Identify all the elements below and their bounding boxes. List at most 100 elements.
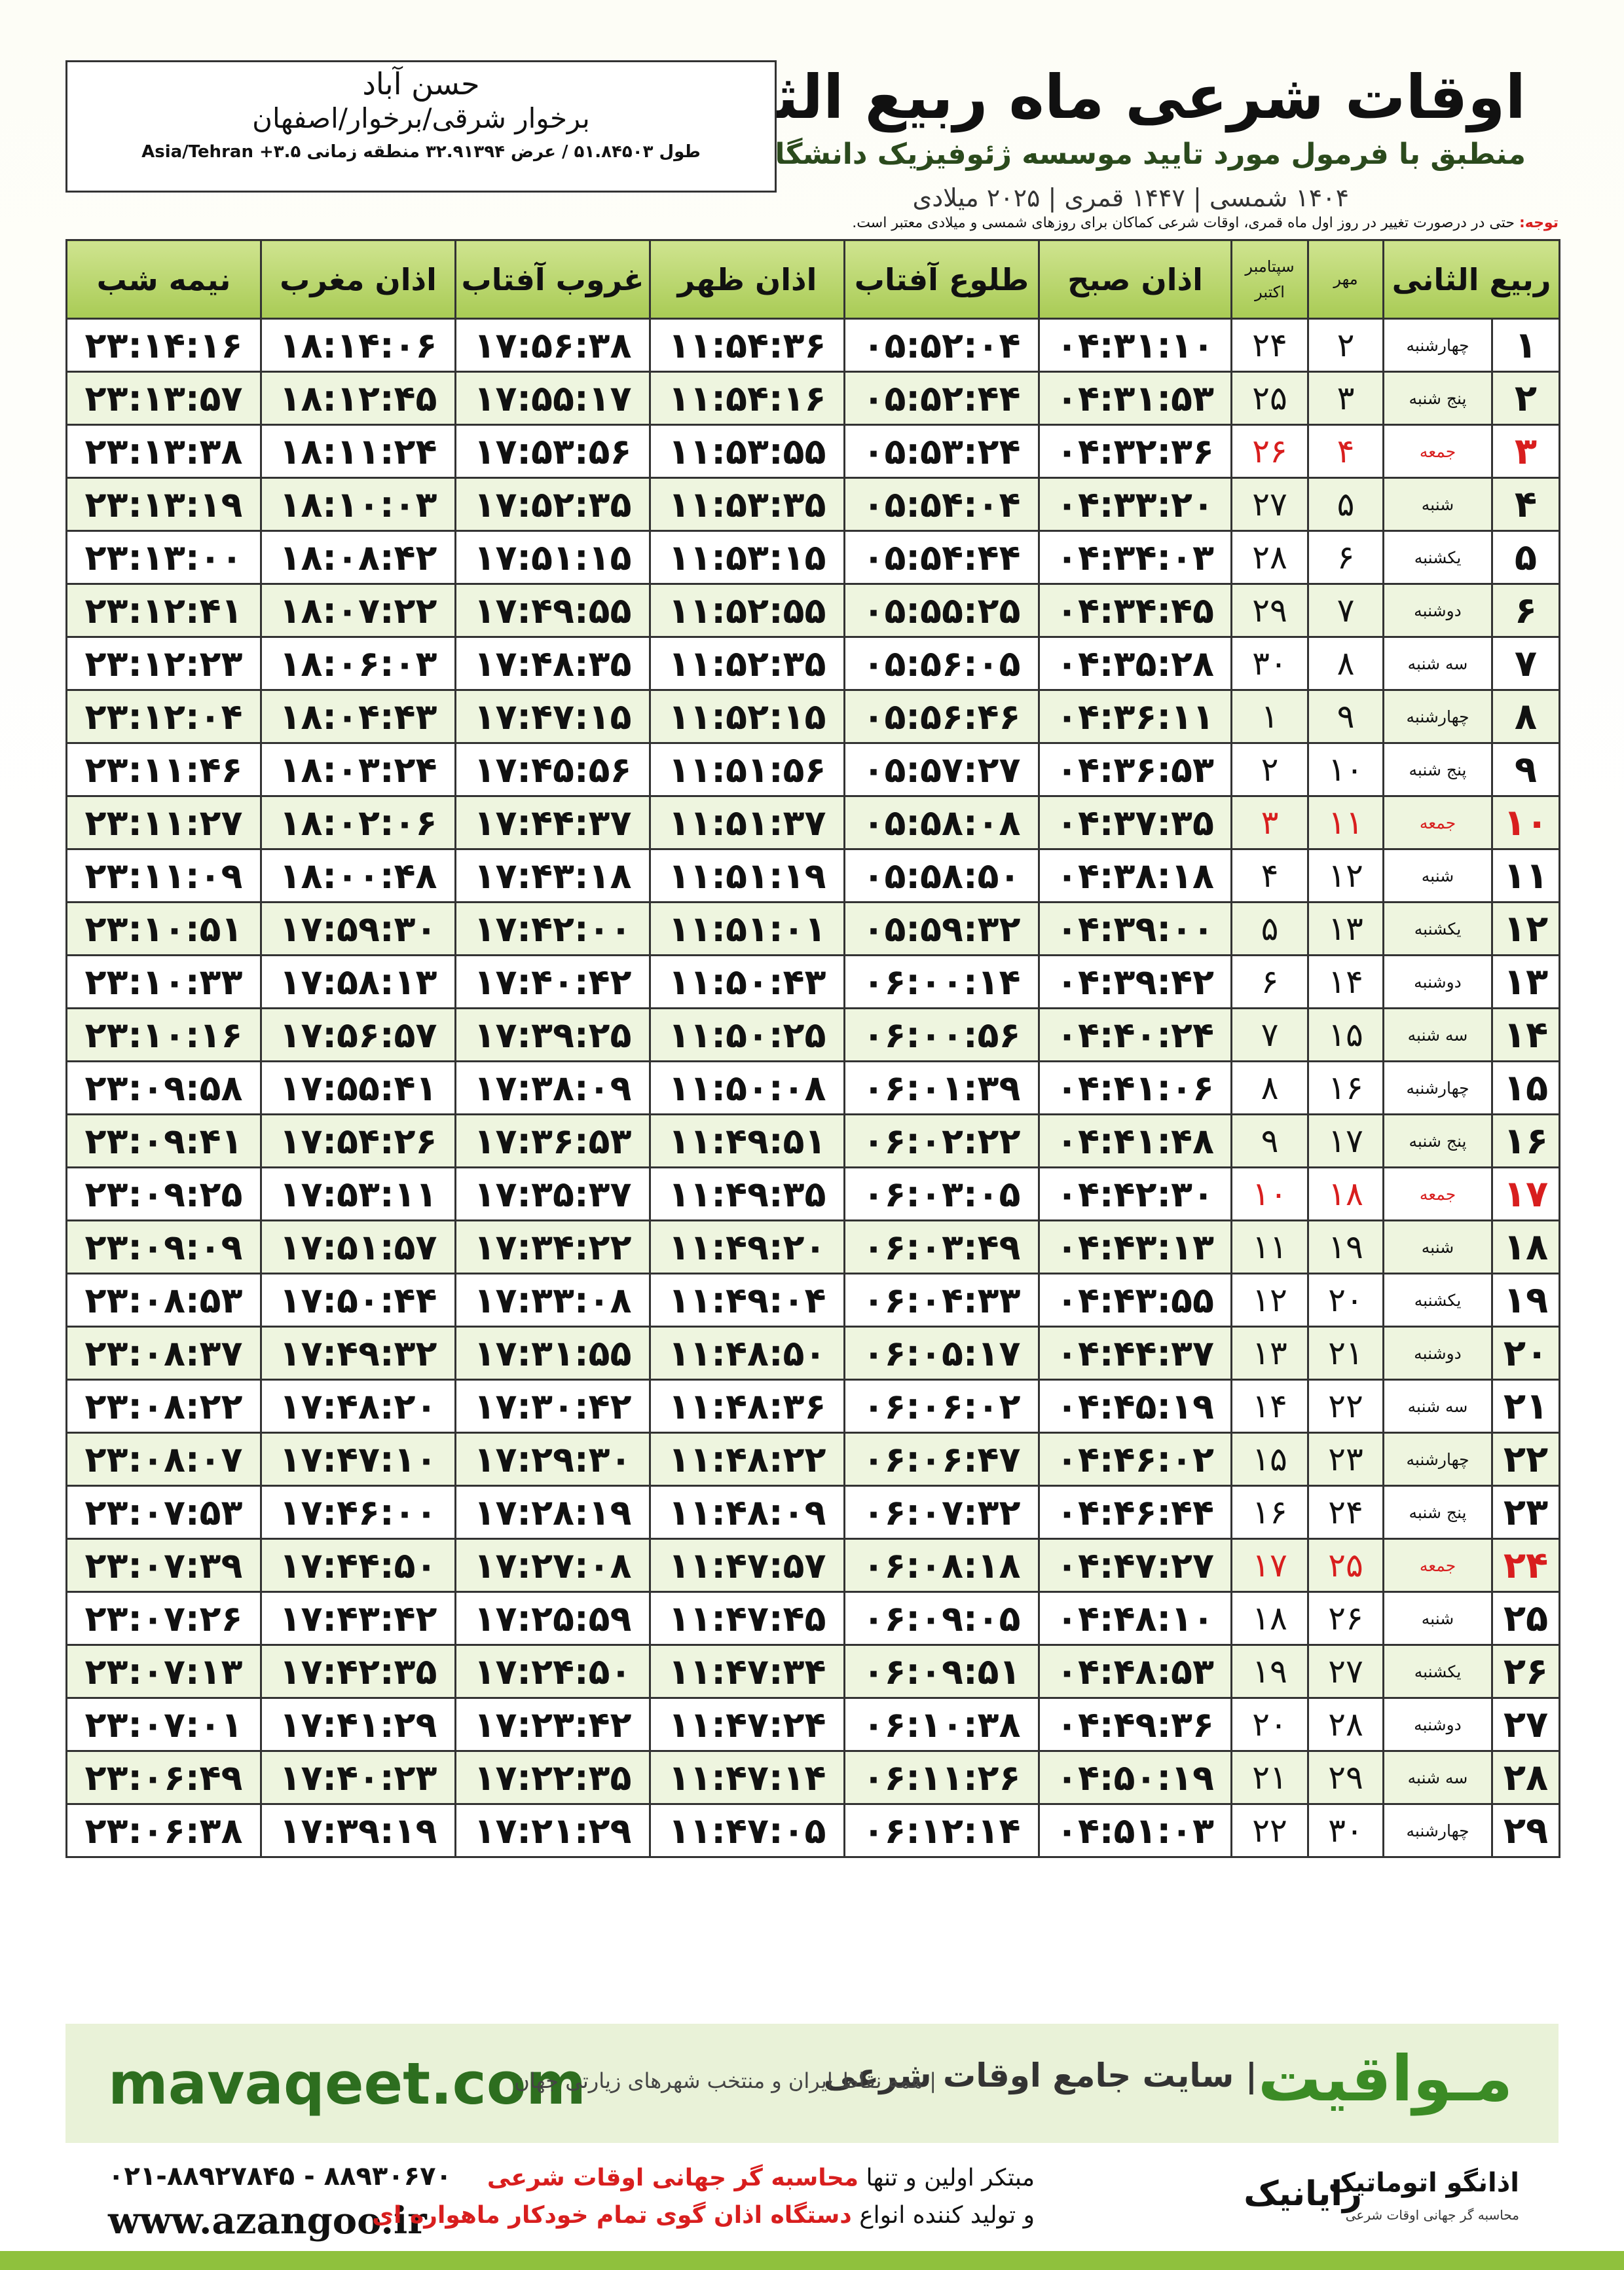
time-cell: ۱۸:۰۰:۴۸: [260, 848, 456, 903]
header-cell: اذان مغرب: [260, 239, 456, 320]
sep-cell: ۲۷: [1230, 477, 1309, 532]
time-cell: ۰۵:۵۹:۳۲: [843, 901, 1040, 956]
location-coords: طول ۵۱.۸۴۵۰۳ / عرض ۳۲.۹۱۳۹۴ منطقه زمانی …: [141, 141, 701, 162]
promo-highlight: دستگاه اذان گوی تمام خودکار ماهواره ای: [372, 2202, 852, 2229]
day-cell: ۲۳: [1491, 1485, 1560, 1540]
day-cell: ۲: [1491, 371, 1560, 426]
header-cell: نیمه شب: [65, 239, 262, 320]
time-cell: ۱۱:۵۴:۳۶: [649, 318, 845, 373]
sep-cell: ۸: [1230, 1060, 1309, 1115]
table-row: ۲۷ دوشنبه ۲۸ ۲۰ ۰۴:۴۹:۳۶ ۰۶:۱۰:۳۸ ۱۱:۴۷:۲۴ ۱۷:۲…: [65, 1697, 1560, 1752]
sep-cell: ۳: [1230, 795, 1309, 850]
sep-cell: ۱۰: [1230, 1166, 1309, 1221]
time-cell: ۱۸:۱۱:۲۴: [260, 424, 456, 479]
mehr-cell: ۲۶: [1307, 1591, 1384, 1646]
time-cell: ۱۱:۴۹:۰۴: [649, 1273, 845, 1328]
time-cell: ۰۶:۰۸:۱۸: [843, 1538, 1040, 1593]
time-cell: ۱۷:۲۷:۰۸: [454, 1538, 651, 1593]
time-cell: ۰۴:۳۹:۰۰: [1038, 901, 1232, 956]
logo-azangoo: اذانگو اتوماتیک: [1328, 2168, 1519, 2198]
time-cell: ۱۷:۴۹:۵۵: [454, 583, 651, 638]
time-cell: ۲۳:۰۷:۲۶: [65, 1591, 262, 1646]
mehr-cell: ۲۰: [1307, 1273, 1384, 1328]
time-cell: ۲۳:۱۱:۴۶: [65, 742, 262, 797]
sep-cell: ۱۲: [1230, 1273, 1309, 1328]
time-cell: ۲۳:۰۷:۵۳: [65, 1485, 262, 1540]
day-cell: ۲۹: [1491, 1803, 1560, 1858]
wd-cell: یکشنبه: [1382, 1273, 1493, 1328]
time-cell: ۱۷:۳۵:۳۷: [454, 1166, 651, 1221]
time-cell: ۱۱:۴۹:۳۵: [649, 1166, 845, 1221]
header-text: اکتبر: [1255, 282, 1285, 301]
time-cell: ۰۶:۰۱:۳۹: [843, 1060, 1040, 1115]
subtitle: منطبق با فرمول مورد تایید موسسه ژئوفیزیک…: [665, 138, 1526, 171]
time-cell: ۱۸:۰۶:۰۳: [260, 636, 456, 691]
wd-cell: شنبه: [1382, 477, 1493, 532]
time-cell: ۰۴:۴۰:۲۴: [1038, 1007, 1232, 1062]
table-row: ۸ چهارشنبه ۹ ۱ ۰۴:۳۶:۱۱ ۰۵:۵۶:۴۶ ۱۱:۵۲:۱۵ ۱۷:۴۷…: [65, 689, 1560, 744]
mehr-cell: ۱۵: [1307, 1007, 1384, 1062]
time-cell: ۱۱:۵۰:۲۵: [649, 1007, 845, 1062]
time-cell: ۰۴:۴۵:۱۹: [1038, 1379, 1232, 1434]
wd-cell: چهارشنبه: [1382, 1432, 1493, 1487]
sep-cell: ۱۱: [1230, 1219, 1309, 1275]
table-row: ۲۴ جمعه ۲۵ ۱۷ ۰۴:۴۷:۲۷ ۰۶:۰۸:۱۸ ۱۱:۴۷:۵۷ ۱۷:۲۷:…: [65, 1538, 1560, 1593]
time-cell: ۱۷:۵۰:۴۴: [260, 1273, 456, 1328]
mehr-cell: ۷: [1307, 583, 1384, 638]
time-cell: ۱۷:۴۳:۱۸: [454, 848, 651, 903]
time-cell: ۲۳:۱۱:۰۹: [65, 848, 262, 903]
site-url[interactable]: mavaqeet.com: [108, 2050, 586, 2117]
wd-cell: سه شنبه: [1382, 1750, 1493, 1805]
day-cell: ۱۱: [1491, 848, 1560, 903]
time-cell: ۰۵:۵۳:۲۴: [843, 424, 1040, 479]
time-cell: ۲۳:۱۰:۵۱: [65, 901, 262, 956]
time-cell: ۲۳:۰۸:۵۳: [65, 1273, 262, 1328]
time-cell: ۰۴:۴۳:۱۳: [1038, 1219, 1232, 1275]
time-cell: ۰۴:۳۴:۴۵: [1038, 583, 1232, 638]
mehr-cell: ۲۲: [1307, 1379, 1384, 1434]
sep-cell: ۱: [1230, 689, 1309, 744]
day-cell: ۲۶: [1491, 1644, 1560, 1699]
day-cell: ۲۰: [1491, 1326, 1560, 1381]
time-cell: ۰۶:۰۹:۵۱: [843, 1644, 1040, 1699]
day-cell: ۷: [1491, 636, 1560, 691]
wd-cell: چهارشنبه: [1382, 1060, 1493, 1115]
time-cell: ۱۱:۴۸:۰۹: [649, 1485, 845, 1540]
time-cell: ۲۳:۰۷:۱۳: [65, 1644, 262, 1699]
time-cell: ۱۱:۴۷:۳۴: [649, 1644, 845, 1699]
time-cell: ۲۳:۱۲:۰۴: [65, 689, 262, 744]
website[interactable]: www.azangoo.ir: [108, 2199, 427, 2242]
time-cell: ۰۴:۴۸:۱۰: [1038, 1591, 1232, 1646]
mehr-cell: ۶: [1307, 530, 1384, 585]
mehr-cell: ۲۹: [1307, 1750, 1384, 1805]
time-cell: ۲۳:۰۶:۴۹: [65, 1750, 262, 1805]
wd-cell: چهارشنبه: [1382, 318, 1493, 373]
time-cell: ۱۸:۰۳:۲۴: [260, 742, 456, 797]
time-cell: ۱۱:۵۲:۱۵: [649, 689, 845, 744]
time-cell: ۱۸:۱۰:۰۳: [260, 477, 456, 532]
mehr-cell: ۵: [1307, 477, 1384, 532]
time-cell: ۱۱:۵۰:۰۸: [649, 1060, 845, 1115]
time-cell: ۰۴:۳۶:۱۱: [1038, 689, 1232, 744]
wd-cell: شنبه: [1382, 1219, 1493, 1275]
time-cell: ۲۳:۱۱:۲۷: [65, 795, 262, 850]
time-cell: ۱۷:۳۹:۲۵: [454, 1007, 651, 1062]
mehr-cell: ۳۰: [1307, 1803, 1384, 1858]
logo-rayanik: رایانیک: [1244, 2174, 1362, 2214]
wd-cell: چهارشنبه: [1382, 689, 1493, 744]
time-cell: ۱۷:۵۹:۳۰: [260, 901, 456, 956]
time-cell: ۱۸:۰۴:۴۳: [260, 689, 456, 744]
table-row: ۱۰ جمعه ۱۱ ۳ ۰۴:۳۷:۳۵ ۰۵:۵۸:۰۸ ۱۱:۵۱:۳۷ ۱۷:۴۴:۳…: [65, 795, 1560, 850]
promo-text: و تولید کننده انواع: [859, 2202, 1035, 2229]
mehr-cell: ۱۱: [1307, 795, 1384, 850]
time-cell: ۱۷:۵۵:۴۱: [260, 1060, 456, 1115]
day-cell: ۹: [1491, 742, 1560, 797]
time-cell: ۰۴:۴۱:۴۸: [1038, 1113, 1232, 1168]
time-cell: ۱۷:۵۶:۳۸: [454, 318, 651, 373]
header-cell: غروب آفتاب: [454, 239, 651, 320]
table-row: ۱۶ پنج شنبه ۱۷ ۹ ۰۴:۴۱:۴۸ ۰۶:۰۲:۲۲ ۱۱:۴۹:۵۱ ۱۷:…: [65, 1113, 1560, 1168]
sep-cell: ۲۰: [1230, 1697, 1309, 1752]
sep-cell: ۲۶: [1230, 424, 1309, 479]
day-cell: ۱۳: [1491, 954, 1560, 1009]
wd-cell: یکشنبه: [1382, 530, 1493, 585]
